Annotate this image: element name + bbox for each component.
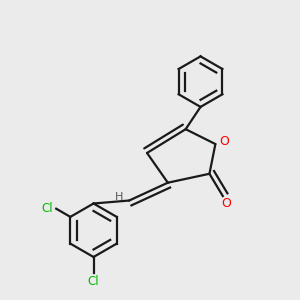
Text: O: O	[219, 135, 229, 148]
Text: Cl: Cl	[88, 275, 99, 288]
Text: O: O	[221, 197, 231, 210]
Text: H: H	[115, 192, 123, 202]
Text: Cl: Cl	[41, 202, 53, 214]
